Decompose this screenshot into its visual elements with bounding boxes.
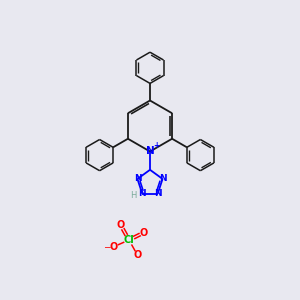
Text: H: H <box>130 191 136 200</box>
Text: O: O <box>140 227 148 238</box>
Text: N: N <box>134 174 141 183</box>
Text: N: N <box>159 174 167 183</box>
Text: N: N <box>154 189 162 198</box>
Text: O: O <box>110 242 118 252</box>
Text: O: O <box>116 220 125 230</box>
Text: O: O <box>133 250 142 260</box>
Text: N: N <box>138 189 146 198</box>
Text: N: N <box>146 146 154 157</box>
Text: +: + <box>153 141 159 150</box>
Text: Cl: Cl <box>124 235 134 245</box>
Text: −: − <box>103 242 110 251</box>
